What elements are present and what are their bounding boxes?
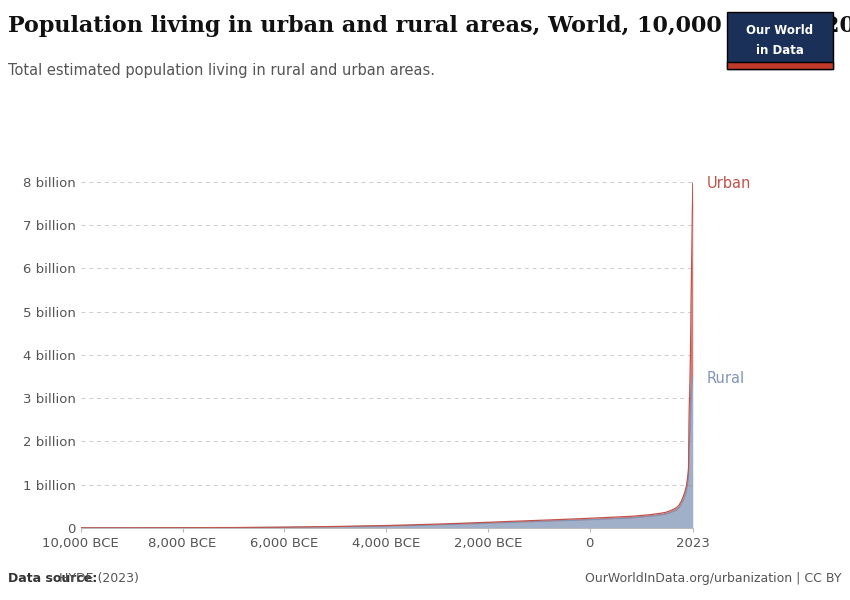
Text: Our World: Our World (746, 24, 813, 37)
Text: Rural: Rural (706, 371, 745, 386)
Text: Total estimated population living in rural and urban areas.: Total estimated population living in rur… (8, 63, 435, 78)
Text: in Data: in Data (756, 44, 804, 57)
Text: HYDE (2023): HYDE (2023) (55, 572, 139, 585)
Text: Data source:: Data source: (8, 572, 98, 585)
Text: Urban: Urban (706, 176, 751, 191)
Text: OurWorldInData.org/urbanization | CC BY: OurWorldInData.org/urbanization | CC BY (585, 572, 842, 585)
Text: Population living in urban and rural areas, World, 10,000 BCE to 2023: Population living in urban and rural are… (8, 15, 850, 37)
